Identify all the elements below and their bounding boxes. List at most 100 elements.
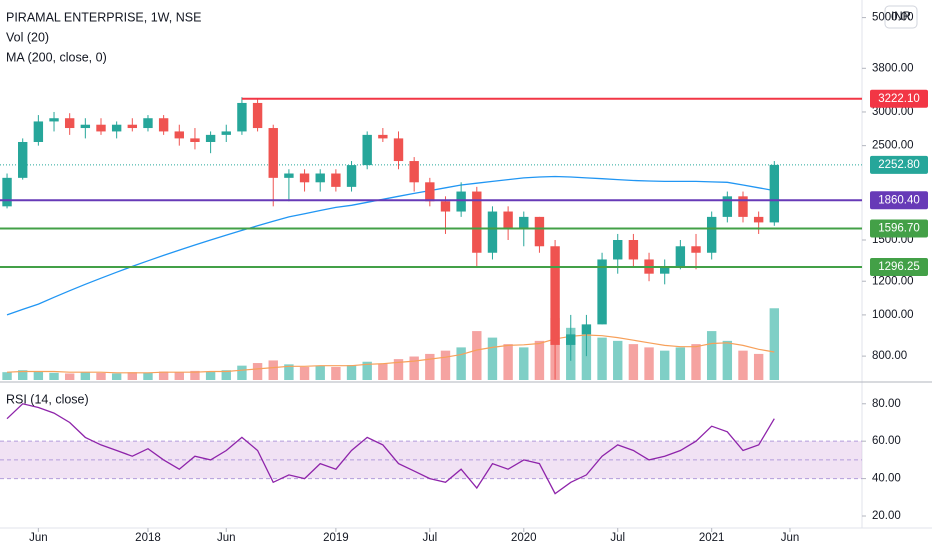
- candle-body: [284, 173, 294, 178]
- volume-bar: [769, 308, 780, 380]
- candle-body: [691, 246, 701, 253]
- level-badge: [870, 257, 928, 276]
- rsi-title: RSI (14, close): [6, 392, 89, 406]
- volume-bar: [613, 340, 623, 380]
- volume-bar: [299, 366, 310, 380]
- candle-body: [706, 216, 717, 253]
- y-tick-label: 5000.00: [872, 12, 914, 24]
- currency-badge[interactable]: [884, 5, 918, 29]
- candle-body: [315, 173, 325, 183]
- candle-body: [675, 246, 686, 267]
- candle-body: [96, 124, 106, 132]
- volume-bar: [205, 371, 216, 380]
- volume-bar: [190, 370, 200, 380]
- volume-bar: [503, 344, 513, 380]
- volume-bar: [409, 356, 419, 380]
- volume-bar: [440, 350, 451, 380]
- level-badge: [870, 89, 928, 108]
- volume-bar: [49, 372, 59, 380]
- volume-bar: [378, 363, 388, 380]
- candle-body: [237, 102, 247, 132]
- volume-bar: [660, 350, 670, 380]
- candle-body: [393, 138, 404, 162]
- volume-bar: [268, 360, 278, 380]
- volume-bar: [174, 372, 184, 380]
- x-tick-label: Jun: [29, 532, 48, 544]
- candle-body: [660, 266, 670, 274]
- currency-label: INR: [891, 11, 911, 23]
- rsi-line: [6, 403, 775, 495]
- candle-body: [64, 118, 75, 129]
- rsi-y-tick-label: 40.00: [872, 473, 901, 485]
- volume-bar: [127, 372, 138, 380]
- candle-body: [49, 118, 59, 122]
- y-tick-label: 2500.00: [872, 140, 914, 152]
- volume-bar: [628, 344, 639, 380]
- candle-body: [378, 134, 388, 139]
- candle-body: [503, 211, 513, 229]
- candle-body: [581, 324, 592, 335]
- volume-bar: [237, 365, 247, 380]
- candle-body: [362, 134, 372, 166]
- x-tick-label: 2021: [699, 532, 725, 544]
- chart-title: PIRAMAL ENTERPRISE, 1W, NSE: [6, 10, 201, 24]
- candle-body: [472, 191, 482, 253]
- level-label: 1860.40: [878, 194, 920, 206]
- candle-body: [519, 216, 529, 229]
- candle-body: [190, 138, 200, 142]
- candle-body: [425, 182, 435, 202]
- volume-bar: [691, 344, 701, 380]
- volume-bar: [158, 371, 169, 380]
- volume-bar: [96, 372, 106, 380]
- volume-bar: [221, 370, 231, 380]
- candle-body: [33, 121, 44, 142]
- candle-body: [534, 216, 545, 247]
- candle-body: [550, 246, 560, 345]
- y-tick-label: 1200.00: [872, 275, 914, 287]
- candle-body: [753, 216, 764, 223]
- volume-bar: [706, 331, 717, 380]
- candle-body: [566, 334, 576, 345]
- x-tick-label: Jun: [781, 532, 800, 544]
- candle-body: [613, 240, 623, 260]
- candle-body: [18, 141, 28, 178]
- x-tick-label: 2020: [511, 532, 537, 544]
- volume-bar: [487, 337, 498, 380]
- volume-bar: [393, 359, 404, 380]
- x-tick-label: Jun: [217, 532, 236, 544]
- candle-body: [722, 196, 733, 217]
- ma-legend: MA (200, close, 0): [6, 50, 107, 64]
- candle-body: [440, 201, 451, 212]
- candle-body: [2, 177, 12, 207]
- volume-bar: [111, 373, 122, 380]
- volume-bar: [472, 331, 482, 380]
- x-tick-label: 2018: [135, 532, 161, 544]
- volume-bar: [315, 365, 325, 380]
- x-tick-label: 2019: [323, 532, 349, 544]
- candle-body: [738, 196, 748, 217]
- volume-bar: [362, 361, 372, 380]
- rsi-y-tick-label: 80.00: [872, 398, 901, 410]
- volume-bar: [456, 347, 466, 380]
- candle-body: [80, 124, 91, 129]
- candle-body: [628, 240, 639, 260]
- candle-body: [174, 131, 184, 139]
- y-tick-label: 3800.00: [872, 62, 914, 74]
- level-label: 3222.10: [878, 93, 920, 105]
- candle-body: [487, 211, 498, 253]
- candle-body: [268, 128, 278, 178]
- candle-body: [221, 131, 231, 135]
- volume-bar: [143, 372, 153, 380]
- volume-bar: [581, 334, 592, 380]
- level-label: 1596.70: [878, 222, 920, 234]
- rsi-y-tick-label: 20.00: [872, 510, 901, 522]
- last-price-badge: [870, 155, 928, 174]
- last-price-label: 2252.80: [878, 159, 920, 171]
- y-tick-label: 3000.00: [872, 106, 914, 118]
- candle-body: [331, 173, 341, 187]
- ma-line: [6, 175, 775, 316]
- volume-ma: [6, 334, 775, 374]
- x-tick-label: Jul: [610, 532, 625, 544]
- x-tick-label: Jul: [422, 532, 437, 544]
